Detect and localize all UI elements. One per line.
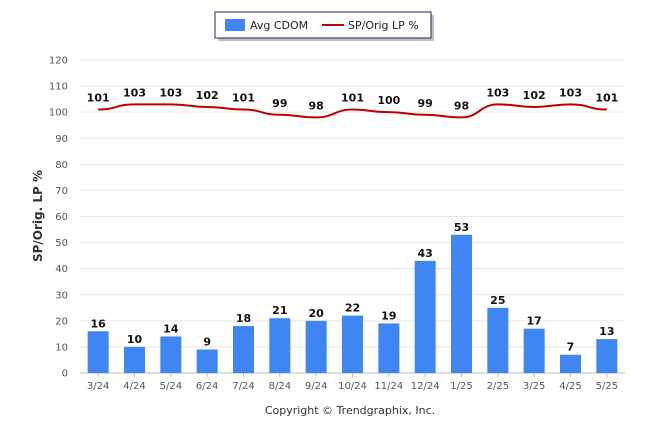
line-data-label: 101 xyxy=(232,92,255,105)
y-tick-label: 100 xyxy=(49,108,68,119)
line-data-label: 101 xyxy=(595,92,618,105)
bar-data-label: 20 xyxy=(309,307,325,320)
line-path xyxy=(98,103,607,119)
line-data-label: 103 xyxy=(123,86,146,99)
line-series-sp-orig-lp: 101 103 103 102 101 99 98 101 100 99 98 103 102 103 10… xyxy=(87,86,618,119)
bar-data-label: 53 xyxy=(454,221,469,234)
copyright-text: Copyright © Trendgraphix, Inc. xyxy=(265,404,435,417)
bar xyxy=(451,234,472,373)
y-tick-label: 20 xyxy=(55,316,68,327)
bar-data-label: 16 xyxy=(91,317,107,330)
x-axis-ticks: 3/24 4/24 5/24 6/24 7/24 8/24 9/24 10/24 11/24 12… xyxy=(87,373,618,392)
bar xyxy=(87,331,109,373)
line-data-label: 103 xyxy=(559,86,582,99)
bar xyxy=(269,318,291,373)
bar-data-label: 7 xyxy=(567,341,575,354)
line-data-label: 98 xyxy=(454,99,469,112)
bar-data-label: 9 xyxy=(203,336,211,349)
x-tick-label: 4/25 xyxy=(559,381,581,392)
y-tick-label: 70 xyxy=(55,186,68,197)
bar-data-label: 25 xyxy=(490,294,505,307)
legend: Avg CDOM SP/Orig LP % xyxy=(214,11,434,41)
bar-data-label: 43 xyxy=(418,247,433,260)
y-tick-label: 40 xyxy=(55,264,68,275)
y-tick-label: 60 xyxy=(55,212,68,223)
line-data-label: 102 xyxy=(196,89,219,102)
x-tick-label: 10/24 xyxy=(338,381,367,392)
bar xyxy=(196,349,218,373)
bar xyxy=(305,320,327,373)
line-data-label: 100 xyxy=(377,94,400,107)
y-tick-label: 80 xyxy=(55,160,68,171)
x-tick-label: 3/25 xyxy=(523,381,545,392)
bar xyxy=(378,323,400,373)
x-tick-label: 5/24 xyxy=(160,381,182,392)
x-tick-label: 8/24 xyxy=(269,381,291,392)
line-data-label: 98 xyxy=(309,99,324,112)
legend-label-sp-orig-lp: SP/Orig LP % xyxy=(348,19,419,32)
bar xyxy=(596,339,618,373)
x-tick-label: 12/24 xyxy=(411,381,440,392)
bar-data-label: 21 xyxy=(272,304,287,317)
x-tick-label: 6/24 xyxy=(196,381,218,392)
line-data-label: 101 xyxy=(87,92,110,105)
bar xyxy=(523,328,545,373)
x-tick-label: 9/24 xyxy=(305,381,327,392)
bar-data-label: 17 xyxy=(527,315,542,328)
bar xyxy=(487,307,509,373)
legend-label-avg-cdom: Avg CDOM xyxy=(250,19,308,32)
bar-data-label: 18 xyxy=(236,312,251,325)
y-tick-label: 50 xyxy=(55,238,68,249)
bar-series-avg-cdom: 16 10 14 9 18 21 20 22 19 43 53 25 17 7 13 xyxy=(87,221,618,373)
x-tick-label: 7/24 xyxy=(232,381,254,392)
bar-data-label: 14 xyxy=(163,322,179,335)
line-data-label: 99 xyxy=(272,97,287,110)
y-tick-label: 90 xyxy=(55,134,68,145)
y-axis-ticks: 0 10 20 30 40 50 60 70 80 90 100 110 120 xyxy=(49,56,68,380)
y-tick-label: 30 xyxy=(55,290,68,301)
bar-data-label: 19 xyxy=(381,309,396,322)
x-tick-label: 3/24 xyxy=(87,381,109,392)
y-axis-label: SP/Orig. LP % xyxy=(31,170,45,262)
bar-data-label: 22 xyxy=(345,302,360,315)
line-data-label: 101 xyxy=(341,92,364,105)
line-data-label: 103 xyxy=(159,86,182,99)
bar xyxy=(560,354,581,373)
x-tick-label: 1/25 xyxy=(450,381,472,392)
x-tick-label: 11/24 xyxy=(374,381,403,392)
legend-swatch-avg-cdom xyxy=(225,19,245,31)
bar xyxy=(124,346,145,373)
x-tick-label: 2/25 xyxy=(487,381,509,392)
bar xyxy=(233,326,254,373)
bar xyxy=(160,336,182,373)
y-tick-label: 110 xyxy=(49,82,68,93)
x-tick-label: 5/25 xyxy=(596,381,618,392)
y-tick-label: 0 xyxy=(62,369,68,380)
line-data-label: 102 xyxy=(523,89,546,102)
x-tick-label: 4/24 xyxy=(123,381,145,392)
line-data-label: 99 xyxy=(418,97,433,110)
y-tick-label: 10 xyxy=(55,342,68,353)
bar xyxy=(414,260,436,373)
bar-data-label: 13 xyxy=(599,325,614,338)
bar-data-label: 10 xyxy=(127,333,143,346)
bar xyxy=(342,315,363,373)
line-data-label: 103 xyxy=(486,86,509,99)
y-tick-label: 120 xyxy=(49,56,68,67)
